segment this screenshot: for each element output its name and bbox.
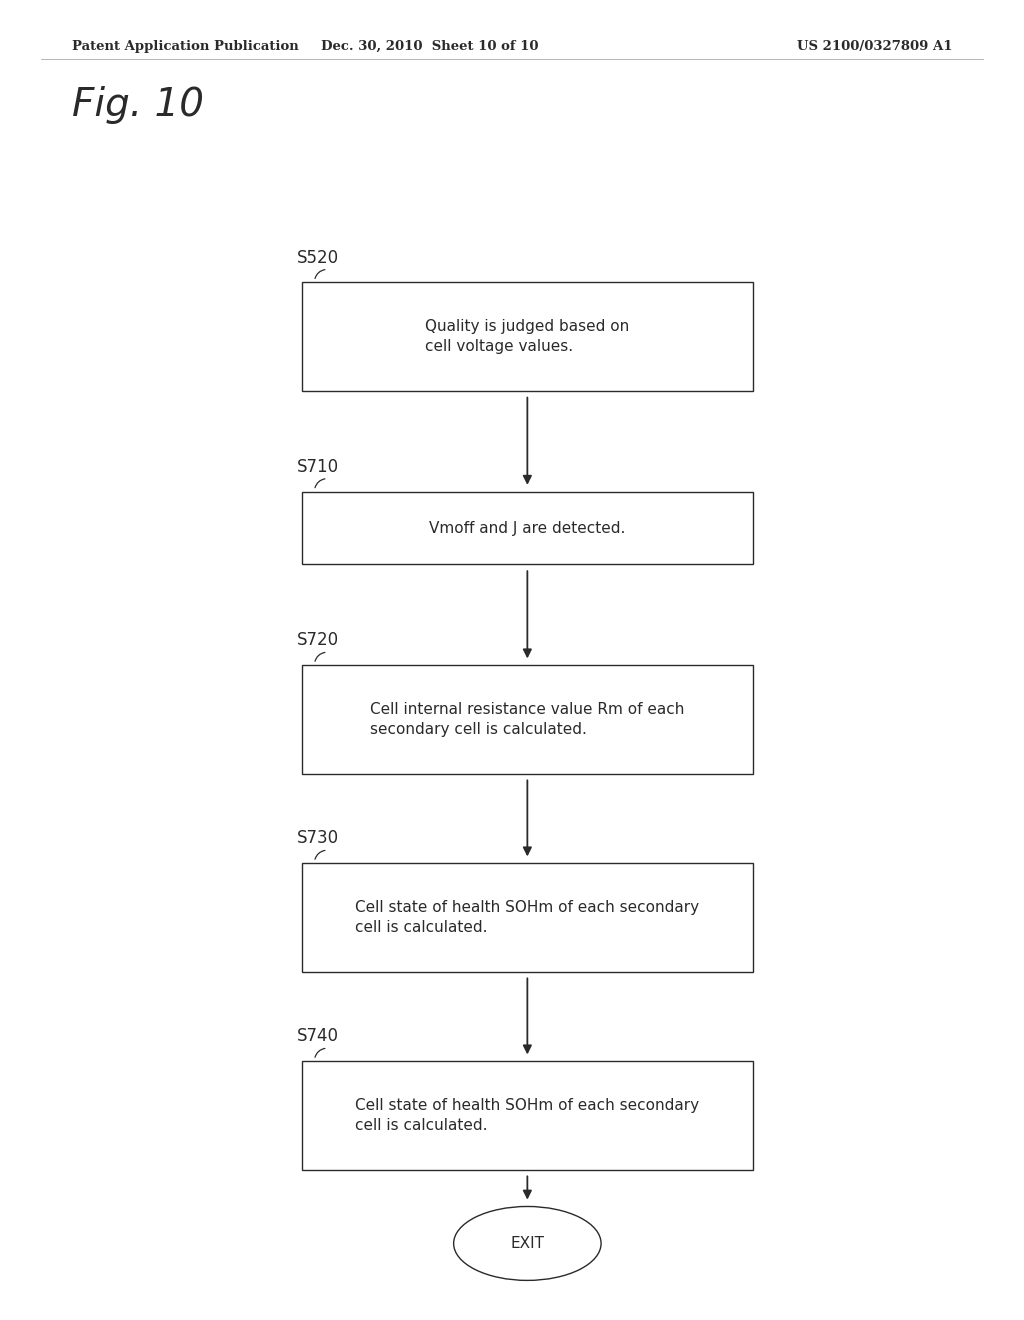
Text: Cell state of health SOHm of each secondary
cell is calculated.: Cell state of health SOHm of each second… <box>355 900 699 935</box>
Bar <box>302 491 753 565</box>
Text: Fig. 10: Fig. 10 <box>72 86 204 124</box>
Ellipse shape <box>454 1206 601 1280</box>
Text: Quality is judged based on
cell voltage values.: Quality is judged based on cell voltage … <box>425 319 630 354</box>
Bar <box>302 665 753 774</box>
Text: Vmoff and J are detected.: Vmoff and J are detected. <box>429 520 626 536</box>
Bar <box>302 863 753 972</box>
Text: S710: S710 <box>297 458 339 475</box>
Text: EXIT: EXIT <box>510 1236 545 1251</box>
Text: Patent Application Publication: Patent Application Publication <box>72 40 298 53</box>
Text: Cell internal resistance value Rm of each
secondary cell is calculated.: Cell internal resistance value Rm of eac… <box>370 702 685 737</box>
Bar <box>302 282 753 391</box>
Bar <box>302 1061 753 1170</box>
Text: Dec. 30, 2010  Sheet 10 of 10: Dec. 30, 2010 Sheet 10 of 10 <box>322 40 539 53</box>
Text: S520: S520 <box>297 248 339 267</box>
Text: Cell state of health SOHm of each secondary
cell is calculated.: Cell state of health SOHm of each second… <box>355 1098 699 1133</box>
Text: S740: S740 <box>297 1027 339 1045</box>
Text: S720: S720 <box>297 631 339 649</box>
Text: S730: S730 <box>297 829 339 847</box>
Text: US 2100/0327809 A1: US 2100/0327809 A1 <box>797 40 952 53</box>
